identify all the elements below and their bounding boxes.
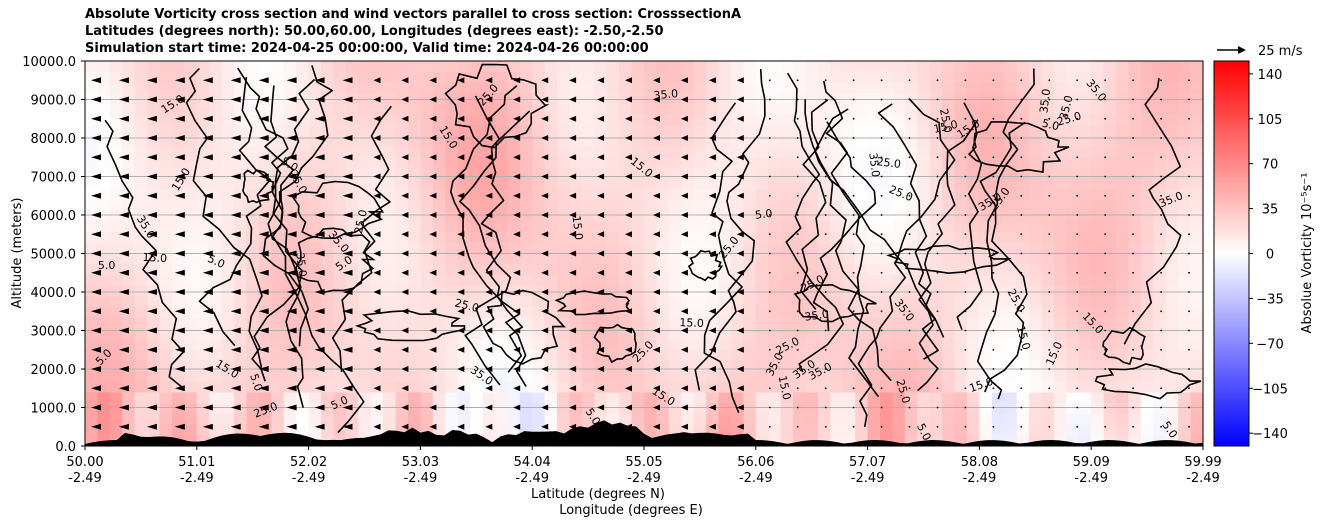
contour-label: 35.0 <box>1057 94 1076 121</box>
contour-label: 15.0 <box>142 251 167 265</box>
contour-label: 35.0 <box>804 307 830 323</box>
x-tick-label-lat: 50.00 <box>66 455 103 470</box>
y-tick-label: 9000.0 <box>31 94 77 109</box>
colorbar-tick-label: 0 <box>1266 248 1274 263</box>
quiver-key: 25 m/s <box>1217 44 1303 59</box>
x-tick-label-lon: -2.49 <box>851 471 885 486</box>
x-tick-label-lon: -2.49 <box>515 471 549 486</box>
y-tick-label: 8000.0 <box>31 132 77 147</box>
contour-label: 15.0 <box>679 316 704 330</box>
chart-title-line-3: Simulation start time: 2024-04-25 00:00:… <box>85 41 649 56</box>
x-tick-label-lat: 57.07 <box>849 455 886 470</box>
x-tick-label-lat: 52.02 <box>290 455 327 470</box>
terrain-mask <box>85 420 1203 446</box>
colorbar-tick-label: 70 <box>1262 158 1279 173</box>
colorbar-scale <box>1213 60 1250 447</box>
contour-label: 35.0 <box>653 87 679 102</box>
colorbar-tick-label: 35 <box>1262 203 1279 218</box>
x-tick-label-lat: 56.06 <box>737 455 774 470</box>
contour-label: 5.0 <box>247 372 265 393</box>
x-tick-label-lon: -2.49 <box>627 471 661 486</box>
x-tick-label-lon: -2.49 <box>292 471 326 486</box>
contour-label: 25.0 <box>937 107 954 134</box>
y-tick-label: 1000.0 <box>31 402 77 417</box>
y-tick-label: 3000.0 <box>31 325 77 340</box>
colorbar-tick-label: 140 <box>1258 68 1283 83</box>
colorbar-tick-label: −140 <box>1252 427 1288 442</box>
contour-label: 35.0 <box>866 152 882 178</box>
y-axis-label: Altitude (meters) <box>10 198 25 309</box>
chart-title-line-2: Latitudes (degrees north): 50.00,60.00, … <box>85 24 664 39</box>
y-tick-label: 7000.0 <box>31 171 77 186</box>
x-tick-label-lon: -2.49 <box>180 471 214 486</box>
x-axis: 50.00-2.4951.01-2.4952.02-2.4953.03-2.49… <box>66 446 1222 486</box>
x-tick-label-lon: -2.49 <box>68 471 102 486</box>
x-tick-label-lat: 51.01 <box>178 455 215 470</box>
x-tick-label-lat: 59.09 <box>1073 455 1110 470</box>
contour-label: 35.0 <box>1037 88 1053 114</box>
x-tick-label-lat: 53.03 <box>402 455 439 470</box>
y-tick-label: 4000.0 <box>31 286 77 301</box>
y-tick-label: 6000.0 <box>31 209 77 224</box>
colorbar-tick-label: 105 <box>1258 113 1283 128</box>
quiver-key-arrowhead <box>1238 46 1246 54</box>
contour-label: 5.0 <box>329 393 350 412</box>
contour-label: 15.0 <box>570 215 586 241</box>
contour-label: 25.0 <box>352 208 370 235</box>
quiver-key-label: 25 m/s <box>1258 44 1303 59</box>
contour-label: 5.0 <box>206 252 227 271</box>
colorbar-ticks: 140 105 70 35 0 −35 −70 −105 −140 <box>1249 68 1288 442</box>
y-tick-label: 10000.0 <box>22 55 76 70</box>
x-tick-label-lon: -2.49 <box>404 471 438 486</box>
y-axis: 0.0 1000.0 2000.0 3000.0 4000.0 5000.0 6000.0 7… <box>22 55 85 455</box>
colorbar-tick-label: −70 <box>1256 337 1283 352</box>
contour-label: 5.0 <box>754 207 773 222</box>
y-tick-label: 5000.0 <box>31 248 77 263</box>
x-tick-label-lat: 59.99 <box>1184 455 1221 470</box>
contour-label: 25.0 <box>1056 109 1083 128</box>
contour-label: 5.0 <box>98 259 116 272</box>
contour-label: 15.0 <box>776 374 794 401</box>
x-tick-label-lon: -2.49 <box>1074 471 1108 486</box>
contour-label: 35.0 <box>293 252 309 278</box>
colorbar-tick-label: −35 <box>1256 292 1283 307</box>
x-tick-label-lat: 58.08 <box>961 455 998 470</box>
chart-title-line-1: Absolute Vorticity cross section and win… <box>85 7 742 22</box>
contour-label: 15.0 <box>932 118 959 136</box>
colorbar-label: Absolue Vorticity 10⁻⁵s⁻¹ <box>1300 173 1315 334</box>
x-tick-label-lat: 54.04 <box>514 455 551 470</box>
contour-label: 25.0 <box>876 155 902 171</box>
x-tick-label-lon: -2.49 <box>739 471 773 486</box>
colorbar-tick-label: −105 <box>1252 382 1288 397</box>
x-tick-label-lat: 55.05 <box>625 455 662 470</box>
contour-label: 25.0 <box>453 296 480 315</box>
contour-label: 5.0 <box>1041 117 1061 134</box>
wind-vectors <box>91 77 1190 430</box>
contour-label: 15.0 <box>1014 324 1033 351</box>
colorbar: 140 105 70 35 0 −35 −70 −105 −140 Absolue Vortic… <box>1213 60 1315 447</box>
x-tick-label-lon: -2.49 <box>1186 471 1220 486</box>
y-tick-label: 0.0 <box>55 440 76 455</box>
x-axis-label-2: Longitude (degrees E) <box>559 503 703 518</box>
x-axis-label-1: Latitude (degrees N) <box>531 487 665 502</box>
x-tick-label-lon: -2.49 <box>963 471 997 486</box>
y-tick-label: 2000.0 <box>31 363 77 378</box>
contour-label: 25.0 <box>893 378 912 405</box>
